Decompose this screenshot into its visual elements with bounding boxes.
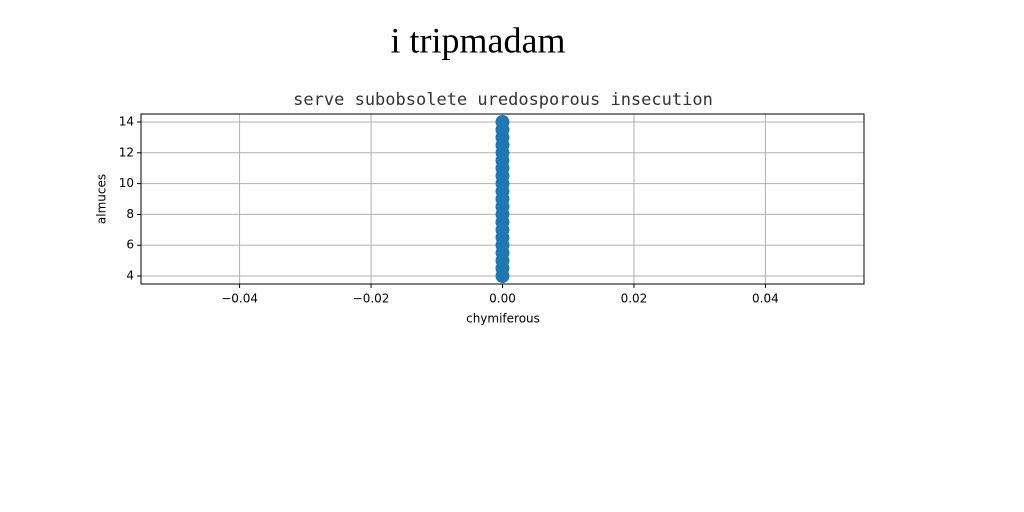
plot-frame [140,113,865,285]
y-tick-label: 4 [126,268,134,282]
chart-title: i tripmadam [391,20,566,60]
x-tick-label: −0.02 [353,292,390,306]
y-tick-label: 12 [119,145,134,159]
y-tick-label: 14 [119,115,134,129]
x-tick-label: −0.04 [221,292,258,306]
y-tick-label: 8 [126,207,134,221]
x-tick-label: 0.00 [489,292,516,306]
x-tick-label: 0.04 [752,292,779,306]
chart-subtitle: serve subobsolete uredosporous insecutio… [293,90,713,110]
y-tick-label: 10 [119,176,134,190]
y-tick-label: 6 [126,238,134,252]
y-axis-label: almuces [95,174,109,224]
point [495,115,510,130]
x-tick-label: 0.02 [621,292,648,306]
x-axis-label: chymiferous [466,312,540,326]
